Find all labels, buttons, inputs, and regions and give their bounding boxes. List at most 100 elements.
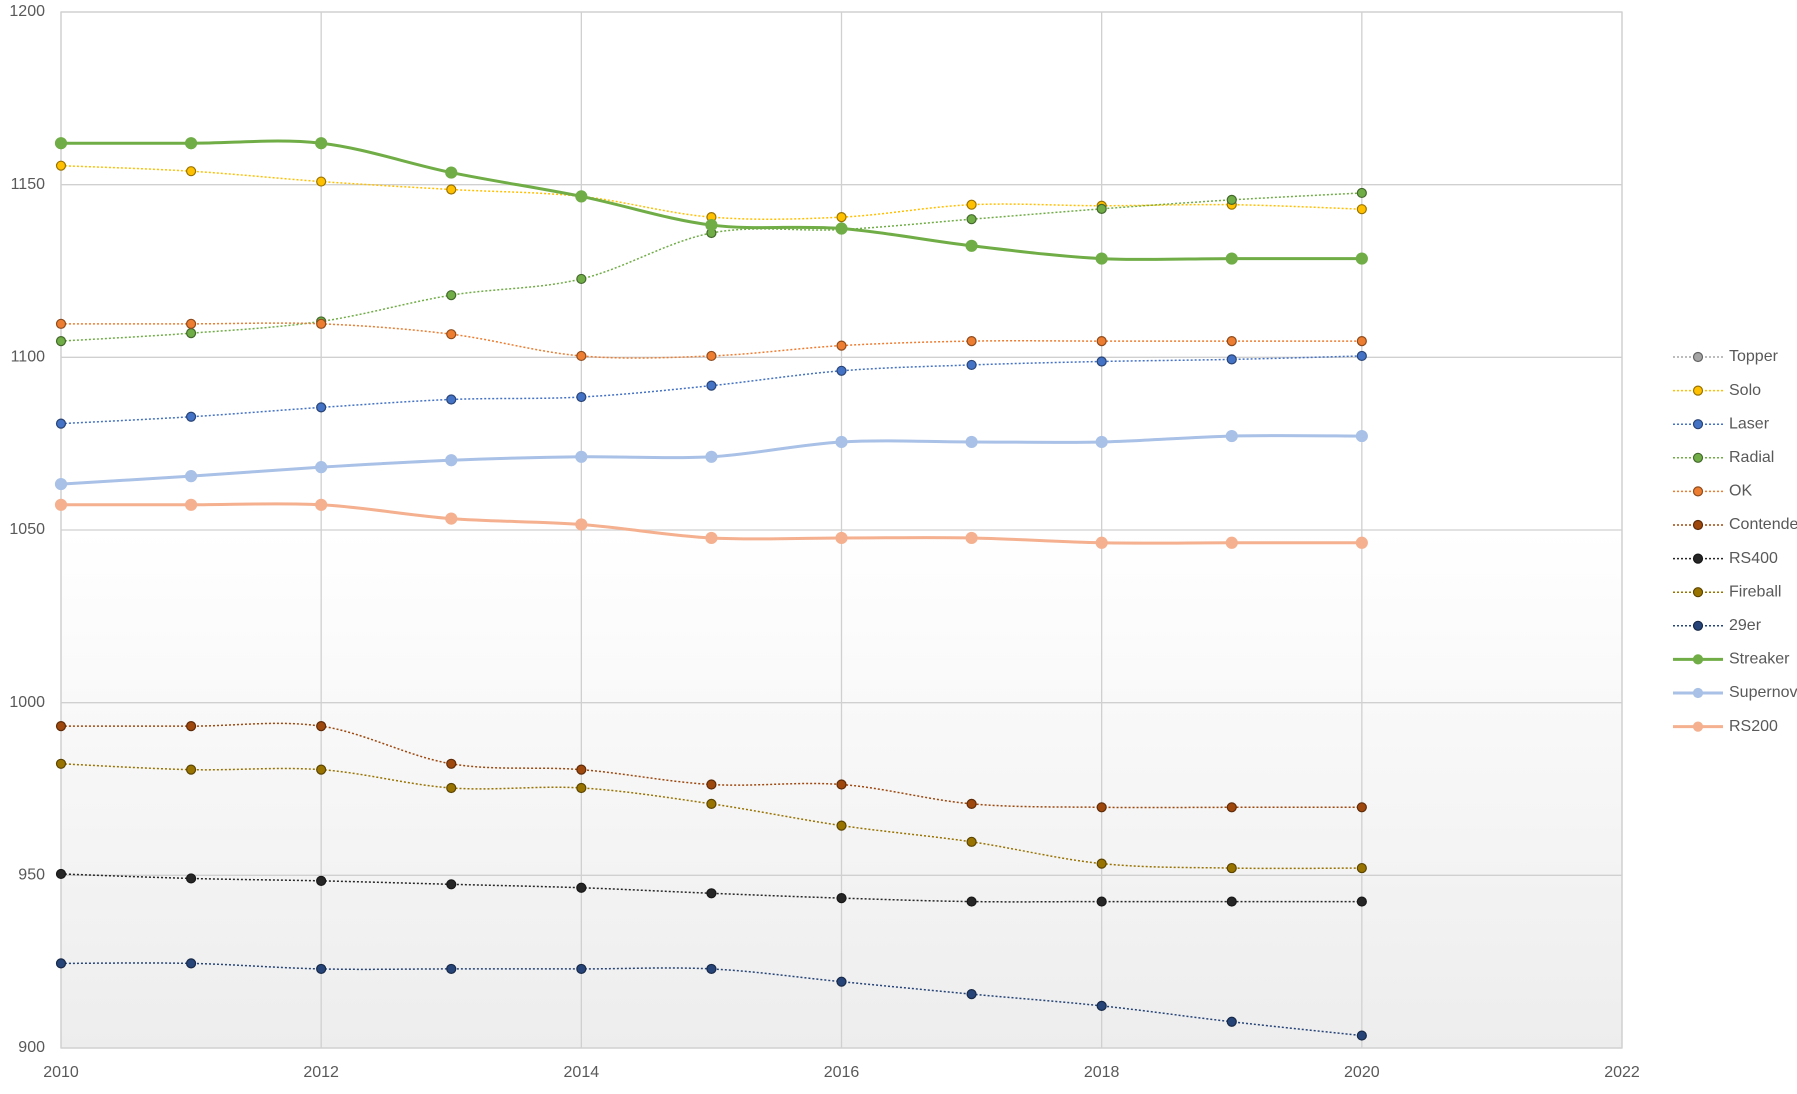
data-point: [966, 336, 977, 347]
data-point: [316, 764, 327, 775]
data-point: [966, 199, 977, 210]
data-point: [1226, 896, 1237, 907]
data-point: [705, 450, 718, 463]
data-point: [836, 779, 847, 790]
data-point: [445, 166, 458, 179]
data-point: [576, 963, 587, 975]
data-point: [1096, 1000, 1107, 1011]
x-tick-label: 2010: [43, 1064, 79, 1081]
legend-label: RS400: [1729, 550, 1778, 567]
data-point: [576, 273, 587, 285]
data-point: [575, 450, 588, 463]
data-point: [316, 318, 327, 329]
data-point: [1096, 203, 1107, 214]
legend-label: Radial: [1729, 449, 1774, 466]
data-point: [576, 782, 587, 794]
data-point: [55, 318, 67, 329]
legend-label: Solo: [1729, 382, 1761, 399]
data-point: [965, 239, 978, 252]
data-point: [55, 418, 67, 429]
y-tick-label: 1050: [9, 521, 45, 538]
data-point: [1355, 429, 1368, 443]
data-point: [446, 963, 457, 975]
data-point: [185, 873, 197, 884]
data-point: [966, 214, 977, 225]
data-point: [185, 721, 197, 732]
data-point: [184, 137, 198, 150]
legend-label: OK: [1729, 483, 1752, 500]
data-point: [836, 212, 847, 223]
data-point: [965, 531, 978, 545]
series-line: [60, 355, 1362, 425]
legend-label: RS200: [1729, 718, 1778, 735]
data-point: [54, 498, 68, 511]
data-point: [966, 989, 977, 1000]
legend-label: Laser: [1729, 415, 1770, 432]
y-tick-label: 900: [18, 1039, 45, 1056]
data-point: [1095, 536, 1108, 549]
data-point: [1356, 896, 1367, 907]
legend-marker: [1692, 687, 1704, 699]
x-tick-label: 2018: [1084, 1064, 1120, 1081]
legend-marker: [1692, 553, 1704, 564]
data-point: [1226, 862, 1237, 874]
data-point: [446, 184, 457, 195]
data-point: [316, 963, 327, 975]
data-point: [1225, 536, 1238, 549]
data-point: [446, 329, 457, 340]
data-point: [445, 512, 458, 525]
legend-marker: [1692, 721, 1704, 732]
data-point: [706, 963, 717, 975]
legend-marker: [1692, 419, 1704, 430]
data-point: [1226, 336, 1237, 347]
data-point: [1356, 336, 1367, 347]
legend-marker: [1692, 654, 1704, 665]
data-point: [835, 531, 848, 545]
data-point: [836, 893, 847, 904]
x-tick-label: 2020: [1344, 1064, 1380, 1081]
data-point: [316, 176, 327, 187]
data-point: [966, 896, 977, 907]
series-line: [60, 873, 1362, 903]
data-point: [1355, 252, 1368, 265]
y-tick-label: 950: [18, 867, 45, 884]
data-point: [836, 340, 847, 351]
data-point: [966, 359, 977, 371]
data-point: [836, 365, 847, 376]
data-point: [706, 798, 717, 809]
data-point: [446, 290, 457, 301]
data-point: [575, 518, 588, 531]
data-point: [1356, 862, 1367, 874]
data-point: [446, 758, 457, 769]
data-point: [1355, 536, 1368, 549]
data-point: [705, 531, 718, 545]
data-point: [966, 836, 977, 847]
data-point: [1096, 336, 1107, 347]
data-point: [706, 779, 717, 790]
legend-label: Streaker: [1729, 651, 1790, 668]
data-point: [966, 798, 977, 809]
data-point: [705, 218, 718, 232]
data-point: [315, 498, 328, 511]
y-tick-label: 1150: [11, 176, 46, 193]
data-point: [185, 958, 197, 969]
x-tick-label: 2012: [303, 1064, 339, 1081]
data-point: [1095, 435, 1108, 449]
data-point: [575, 190, 588, 203]
series-line: [60, 192, 1362, 342]
data-point: [184, 498, 198, 511]
data-point: [576, 764, 587, 775]
plot-border: [60, 11, 1623, 1049]
data-point: [1096, 896, 1107, 907]
data-point: [55, 758, 67, 769]
data-point: [446, 879, 457, 890]
data-point: [1356, 1030, 1367, 1041]
data-point: [315, 137, 328, 150]
data-point: [445, 454, 458, 467]
data-point: [316, 721, 327, 732]
data-point: [576, 350, 587, 362]
data-point: [55, 336, 67, 347]
data-point: [1356, 204, 1367, 215]
data-point: [836, 820, 847, 831]
